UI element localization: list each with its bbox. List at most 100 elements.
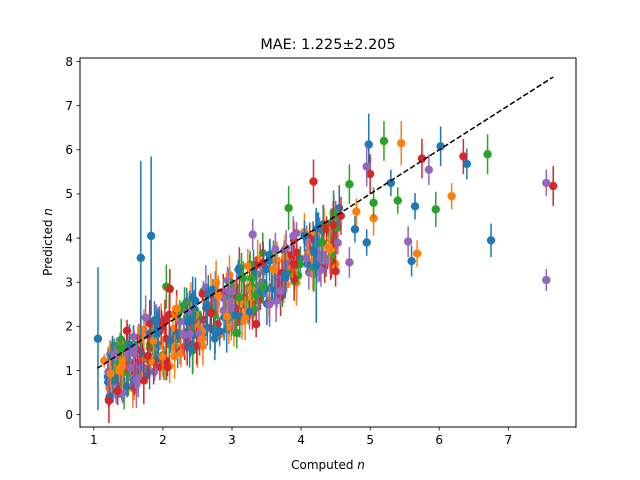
data-point	[424, 165, 434, 174]
y-axis-label: Predicted n	[41, 208, 55, 276]
cloud-point	[333, 238, 342, 247]
cloud-point	[271, 244, 280, 253]
data-point	[410, 202, 420, 211]
data-point	[549, 181, 558, 191]
data-point	[136, 253, 145, 263]
cloud-point	[122, 382, 131, 391]
y-axis-label-text: Predicted	[41, 220, 55, 276]
data-point	[542, 178, 551, 188]
data-point	[110, 350, 119, 360]
cloud-point	[132, 376, 141, 385]
data-point	[146, 231, 156, 241]
data-point	[284, 203, 293, 213]
x-tick-label: 3	[228, 433, 236, 447]
y-tick-label: 5	[65, 187, 73, 201]
data-point	[542, 275, 551, 285]
y-tick-label: 6	[65, 143, 73, 157]
data-point	[407, 256, 416, 266]
cloud-point	[206, 324, 215, 333]
cloud-point	[212, 329, 221, 338]
cloud-point	[234, 265, 243, 274]
cloud-point	[204, 290, 213, 299]
cloud-point	[303, 260, 312, 269]
cloud-point	[208, 285, 217, 294]
x-tick-label: 6	[435, 433, 443, 447]
reference-line-group	[96, 76, 554, 369]
data-point	[309, 177, 318, 186]
data-point	[364, 140, 373, 149]
cloud-point	[104, 396, 113, 405]
data-point	[462, 159, 472, 169]
data-point	[289, 260, 299, 269]
cloud-point	[125, 341, 134, 350]
cloud-point	[158, 320, 167, 329]
data-point	[362, 238, 371, 247]
data-point	[232, 328, 242, 338]
cloud-point	[186, 343, 195, 352]
cloud-point	[296, 260, 305, 269]
cloud-point	[176, 317, 185, 326]
cloud-point	[246, 285, 255, 294]
cloud-point	[170, 352, 179, 361]
data-point	[248, 230, 257, 239]
cloud-point	[165, 310, 174, 319]
data-point	[397, 138, 406, 148]
y-tick-label: 4	[65, 231, 73, 245]
data-point	[362, 162, 371, 171]
data-point	[431, 205, 440, 214]
x-tick-label: 1	[90, 433, 98, 447]
data-point	[251, 319, 261, 329]
cloud-point	[245, 308, 254, 317]
cloud-point	[192, 341, 201, 350]
reference-line	[96, 76, 554, 369]
cloud-point	[273, 256, 282, 265]
x-tick-label: 5	[366, 433, 374, 447]
x-axis-ticks: 1 2 3 4 5 6 7	[90, 427, 512, 447]
cloud-point	[150, 316, 159, 325]
data-point	[386, 178, 396, 188]
cloud-point	[270, 278, 279, 287]
cloud-point	[202, 300, 211, 309]
y-tick-label: 8	[65, 55, 73, 69]
data-point	[345, 180, 354, 189]
cloud-point	[281, 270, 290, 279]
data-point	[269, 264, 278, 274]
x-tick-label: 2	[159, 433, 167, 447]
cloud-point	[163, 363, 172, 372]
data-point	[213, 291, 223, 300]
cloud-point	[241, 313, 250, 322]
cloud-point	[219, 306, 228, 315]
cloud-point	[188, 293, 197, 302]
plot-frame	[79, 57, 577, 428]
data-point	[182, 317, 192, 327]
data-point	[483, 150, 492, 159]
cloud-point	[198, 334, 207, 343]
data-point	[117, 344, 126, 353]
data-point	[331, 266, 340, 276]
cloud-point	[322, 257, 331, 266]
y-axis-ticks: 0 1 2 3 4 5 6 7 8	[65, 55, 80, 422]
data-point	[436, 142, 445, 151]
x-axis-label: Computed n	[291, 458, 365, 472]
data-point	[369, 198, 378, 207]
chart-title: MAE: 1.225±2.205	[260, 37, 395, 53]
data-point	[141, 313, 150, 322]
data-point	[258, 282, 268, 291]
data-point	[317, 238, 326, 247]
cloud-point	[243, 262, 252, 271]
data-point	[393, 196, 402, 205]
cloud-point	[166, 336, 175, 345]
data-point	[403, 237, 413, 246]
data-point	[312, 261, 321, 270]
data-point	[365, 169, 375, 179]
x-axis-label-symbol: n	[357, 458, 365, 472]
data-point	[179, 330, 188, 340]
y-tick-label: 2	[65, 320, 73, 334]
y-tick-label: 7	[65, 99, 73, 113]
data-point	[447, 191, 456, 201]
y-tick-label: 0	[65, 408, 73, 422]
cloud-point	[198, 289, 207, 298]
data-point	[262, 264, 271, 274]
data-point	[165, 284, 175, 294]
